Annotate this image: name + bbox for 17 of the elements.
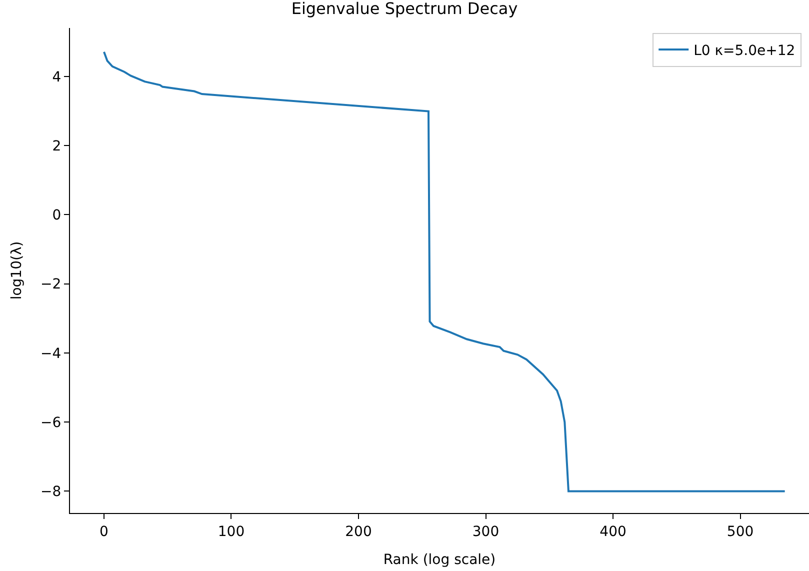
y-tick-label: 0 — [52, 208, 62, 224]
y-tick-label: 2 — [52, 138, 62, 154]
y-tick-label: 4 — [52, 69, 62, 86]
chart-title: Eigenvalue Spectrum Decay — [291, 0, 518, 18]
legend-label: L0 κ=5.0e+12 — [694, 42, 796, 59]
y-axis-title: log10(λ) — [9, 241, 26, 300]
x-tick-label: 400 — [600, 524, 626, 540]
y-tick-label: −8 — [40, 484, 62, 500]
y-tick-label: −2 — [40, 276, 62, 293]
x-tick-label: 100 — [218, 524, 245, 540]
x-tick-label: 300 — [472, 524, 500, 540]
x-tick-label: 0 — [100, 524, 108, 540]
x-tick-label: 500 — [726, 524, 754, 540]
y-tick-label: −4 — [40, 346, 62, 362]
x-tick-label: 200 — [345, 524, 372, 540]
x-axis-title: Rank (log scale) — [383, 552, 496, 568]
y-tick-label: −6 — [40, 414, 62, 431]
